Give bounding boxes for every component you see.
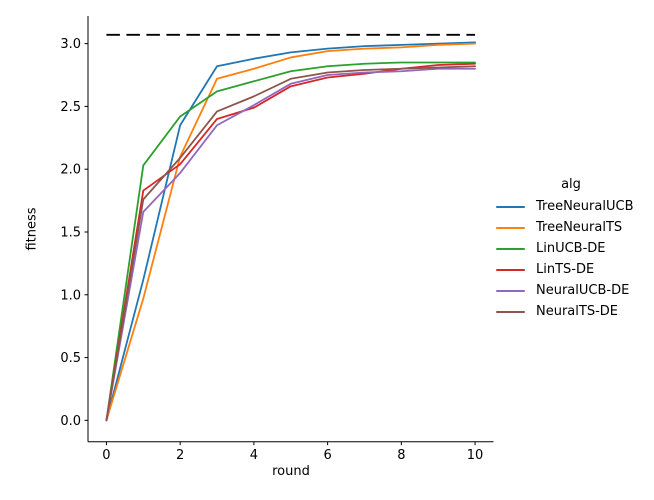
legend-title: alg: [561, 177, 581, 192]
legend-item-treeneuralucb: TreeNeuralUCB: [496, 200, 646, 214]
series-line-neuralucb-de: [105, 67, 476, 422]
series-line-treeneuralts: [105, 42, 476, 422]
legend-item-label: LinTS-DE: [536, 262, 595, 277]
legend-item-label: LinUCB-DE: [536, 241, 606, 256]
y-tick-label: 2.5: [60, 100, 81, 115]
legend-item-label: TreeNeuralUCB: [536, 199, 634, 214]
legend-items: TreeNeuralUCB TreeNeuralTS LinUCB-DE LinTS-…: [496, 200, 646, 319]
series-line-treeneuralucb: [105, 41, 476, 422]
legend-item-linucb-de: LinUCB-DE: [496, 242, 646, 256]
legend-item-neuralucb-de: NeuralUCB-DE: [496, 284, 646, 298]
legend-swatch-neuralts-de: [496, 310, 525, 314]
legend-swatch-lints-de: [496, 268, 525, 272]
legend-item-lints-de: LinTS-DE: [496, 263, 646, 277]
x-tick-label: 8: [397, 448, 405, 463]
legend-swatch-linucb-de: [496, 247, 525, 251]
series-line-linucb-de: [105, 61, 476, 422]
x-tick-label: 10: [467, 448, 484, 463]
legend-item-label: TreeNeuralTS: [536, 220, 623, 235]
legend-swatch-treeneuralucb: [496, 205, 525, 209]
y-tick-label: 3.0: [60, 37, 81, 52]
x-tick-label: 4: [250, 448, 258, 463]
legend-item-treeneuralts: TreeNeuralTS: [496, 221, 646, 235]
y-tick-label: 1.0: [60, 288, 81, 303]
x-tick-label: 0: [102, 448, 110, 463]
y-tick-label: 2.0: [60, 163, 81, 178]
series-line-neuralts-de: [105, 65, 476, 422]
legend-item-label: NeuralTS-DE: [536, 304, 618, 319]
legend-item-neuralts-de: NeuralTS-DE: [496, 305, 646, 319]
series-line-lints-de: [105, 62, 476, 422]
x-tick-label: 6: [323, 448, 331, 463]
legend-swatch-neuralucb-de: [496, 289, 525, 293]
legend-item-label: NeuralUCB-DE: [536, 283, 630, 298]
y-axis-title: fitness: [24, 207, 40, 251]
y-tick-label: 1.5: [60, 225, 81, 240]
y-tick-label: 0.0: [60, 414, 81, 429]
x-axis-title: round: [272, 464, 310, 479]
x-tick-label: 2: [176, 448, 184, 463]
legend: alg TreeNeuralUCB TreeNeuralTS LinUCB-DE Li…: [496, 177, 646, 326]
legend-swatch-treeneuralts: [496, 226, 525, 230]
y-tick-label: 0.5: [60, 351, 81, 366]
